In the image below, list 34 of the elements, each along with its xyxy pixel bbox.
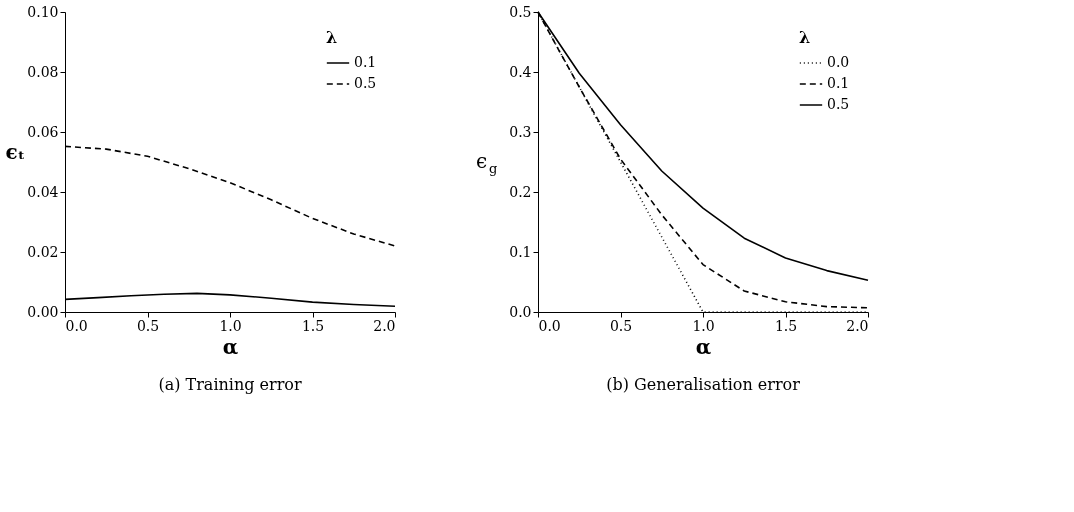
y-tick-label: 0.04: [27, 183, 59, 200]
y-tick-label: 0.10: [27, 3, 59, 20]
x-tick-label: 0.5: [136, 317, 160, 334]
legend-title: λ: [326, 28, 338, 47]
x-tick-label: 1.5: [774, 317, 798, 334]
legend-label: 0.1: [827, 75, 850, 91]
y-tick-label: 0.1: [509, 243, 532, 260]
y-tick-label: 0.06: [27, 123, 59, 140]
legend-label: 0.1: [354, 54, 377, 70]
text: (a) Training error: [158, 375, 302, 394]
y-tick-label: 0.0: [509, 303, 532, 320]
x-tick-label: 0.0: [538, 317, 561, 334]
legend-label: 0.5: [354, 75, 377, 91]
x-axis-title: α: [222, 334, 239, 359]
text: (b) Generalisation error: [606, 375, 801, 394]
legend-label: 0.5: [827, 96, 850, 112]
y-axis-title: ϵₜ: [5, 139, 26, 164]
x-tick-label: 2.0: [373, 317, 396, 334]
y-tick-label: 0.08: [27, 63, 59, 80]
y-tick-label: 0.00: [27, 303, 59, 320]
x-tick-label: 0.5: [609, 317, 633, 334]
y-tick-label: 0.5: [509, 3, 532, 20]
y-tick-label: 0.3: [509, 123, 532, 140]
y-tick-label: 0.4: [509, 63, 532, 80]
y-tick-label: 0.2: [509, 183, 532, 200]
legend-label: 0.0: [827, 54, 850, 70]
x-tick-label: 1.5: [301, 317, 325, 334]
x-tick-label: 2.0: [846, 317, 869, 334]
x-axis-title: α: [695, 334, 712, 359]
legend-title: λ: [799, 28, 811, 47]
y-tick-label: 0.02: [27, 243, 59, 260]
x-tick-label: 1.0: [219, 317, 242, 334]
x-tick-label: 0.0: [65, 317, 88, 334]
x-tick-label: 1.0: [692, 317, 715, 334]
